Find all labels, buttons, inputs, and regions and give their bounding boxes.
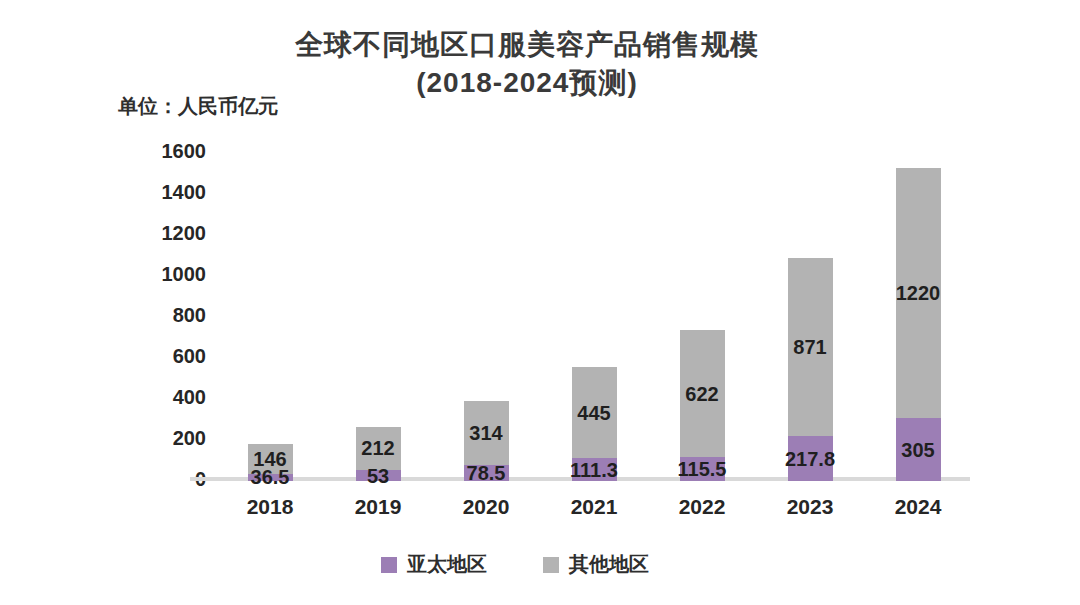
x-axis-category-label: 2018 bbox=[225, 494, 315, 520]
legend-swatch-icon bbox=[381, 557, 397, 573]
y-tick-label: 400 bbox=[140, 384, 206, 410]
legend-label: 亚太地区 bbox=[407, 551, 487, 578]
x-axis-category-label: 2024 bbox=[873, 494, 963, 520]
data-label-other: 445 bbox=[549, 400, 639, 426]
plot-area: 0200400600800100012001400160036.51462018… bbox=[0, 0, 1080, 605]
y-tick-label: 1600 bbox=[140, 138, 206, 164]
legend-label: 其他地区 bbox=[569, 551, 649, 578]
y-tick-label: 600 bbox=[140, 343, 206, 369]
data-label-other: 146 bbox=[225, 446, 315, 472]
x-axis-category-label: 2023 bbox=[765, 494, 855, 520]
data-label-other: 212 bbox=[333, 435, 423, 461]
chart-canvas: 全球不同地区口服美容产品销售规模 (2018-2024预测) 单位：人民币亿元 … bbox=[0, 0, 1080, 605]
legend-item-0: 亚太地区 bbox=[381, 551, 487, 578]
x-axis-category-label: 2021 bbox=[549, 494, 639, 520]
data-label-apac: 78.5 bbox=[441, 460, 531, 486]
y-tick-label: 800 bbox=[140, 302, 206, 328]
x-axis-category-label: 2020 bbox=[441, 494, 531, 520]
y-tick-label: 1000 bbox=[140, 261, 206, 287]
data-label-apac: 53 bbox=[333, 463, 423, 489]
data-label-other: 622 bbox=[657, 381, 747, 407]
y-tick-label: 1400 bbox=[140, 179, 206, 205]
legend-swatch-icon bbox=[543, 557, 559, 573]
data-label-other: 1220 bbox=[873, 280, 963, 306]
data-label-apac: 115.5 bbox=[657, 456, 747, 482]
x-axis-category-label: 2022 bbox=[657, 494, 747, 520]
data-label-other: 871 bbox=[765, 334, 855, 360]
data-label-apac: 305 bbox=[873, 437, 963, 463]
data-label-apac: 111.3 bbox=[549, 457, 639, 483]
x-axis-category-label: 2019 bbox=[333, 494, 423, 520]
legend-item-1: 其他地区 bbox=[543, 551, 649, 578]
data-label-other: 314 bbox=[441, 420, 531, 446]
y-tick-label: 1200 bbox=[140, 220, 206, 246]
legend: 亚太地区 其他地区 bbox=[0, 551, 1030, 578]
data-label-apac: 217.8 bbox=[765, 446, 855, 472]
y-tick-label: 200 bbox=[140, 425, 206, 451]
